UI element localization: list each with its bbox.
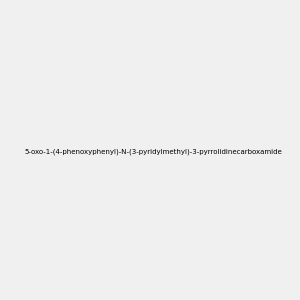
Text: 5-oxo-1-(4-phenoxyphenyl)-N-(3-pyridylmethyl)-3-pyrrolidinecarboxamide: 5-oxo-1-(4-phenoxyphenyl)-N-(3-pyridylme… [25,148,283,155]
